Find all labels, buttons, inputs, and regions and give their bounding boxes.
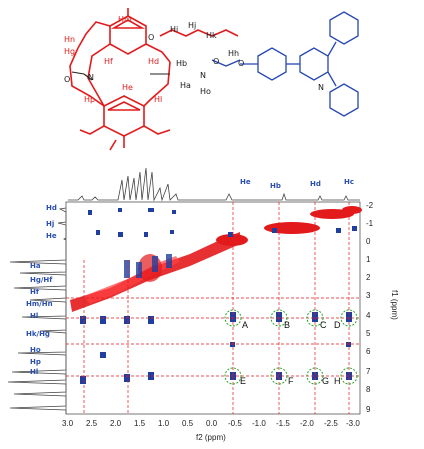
label-hi: Hi (170, 25, 178, 34)
x-axis: 3.0 2.5 2.0 1.5 1.0 0.5 0.0 -0.5 -1.0 -1… (62, 419, 360, 442)
cross-peak-f: F (288, 376, 294, 386)
left-header-hl: Hl (30, 368, 38, 376)
svg-text:O: O (213, 57, 219, 66)
x-axis-label: f2 (ppm) (196, 433, 226, 442)
left-header-he: He (46, 232, 57, 240)
label-hj: Hj (188, 21, 196, 30)
svg-text:N: N (88, 73, 94, 82)
x-tick: -2.5 (324, 419, 338, 428)
left-header-hm-hn: Hm/Hn (26, 300, 53, 308)
spectrum: A B C D E F G H He Hb Hd Hc Hd Hj He Ha … (7, 167, 399, 442)
cross-peak-c: C (320, 320, 327, 330)
cross-peak-g: G (322, 376, 329, 386)
label-hl: Hl (154, 95, 162, 104)
label-ho: Ho (200, 87, 211, 96)
svg-text:N: N (200, 71, 206, 80)
y-tick: 1 (366, 255, 371, 264)
molecule-structure: O N O N O O N Hm Hn Hg Hf Hd Hp He Hl Hi… (64, 8, 359, 151)
top-1d-trace (68, 167, 360, 202)
label-hb: Hb (176, 59, 187, 68)
svg-text:O: O (238, 59, 244, 68)
x-tick: -2.0 (300, 419, 314, 428)
cross-peak-d: D (334, 320, 341, 330)
x-tick: -0.5 (228, 419, 242, 428)
left-header-hf: Hf (30, 288, 40, 296)
guide-lines (66, 202, 360, 414)
left-header-hj: Hj (46, 220, 54, 228)
y-tick: 9 (366, 405, 371, 414)
label-ha: Ha (180, 81, 191, 90)
y-tick: -1 (366, 219, 374, 228)
highlight-circles (224, 309, 358, 385)
amide-core (71, 71, 170, 81)
label-hf: Hf (104, 57, 113, 66)
left-header-hg-hf: Hg/Hf (30, 276, 53, 284)
top-header-hb: Hb (270, 182, 281, 190)
y-tick: 5 (366, 329, 371, 338)
left-1d-trace (7, 207, 67, 414)
left-header-ho: Ho (30, 346, 41, 354)
label-hp: Hp (84, 95, 95, 104)
label-he: He (122, 83, 133, 92)
x-tick: 2.5 (86, 419, 98, 428)
y-tick: 6 (366, 347, 371, 356)
label-hk: Hk (206, 31, 217, 40)
svg-text:O: O (148, 33, 154, 42)
label-hd: Hd (148, 57, 159, 66)
left-header-ha: Ha (30, 262, 41, 270)
x-tick: 3.0 (62, 419, 74, 428)
x-tick: 0.5 (182, 419, 194, 428)
cross-peak-h: H (334, 376, 341, 386)
top-header-he: He (240, 178, 251, 186)
x-tick: -1.0 (252, 419, 266, 428)
left-header-hd: Hd (46, 204, 57, 212)
label-hg: Hg (64, 47, 75, 56)
left-header-hl-top: Hl (30, 312, 38, 320)
y-axis: -2 -1 0 1 2 3 4 5 6 7 8 9 f1 (ppm) (366, 201, 399, 414)
left-header-hp: Hp (30, 358, 41, 366)
top-header-hd: Hd (310, 180, 321, 188)
x-tick: -3.0 (346, 419, 360, 428)
y-tick: 7 (366, 367, 371, 376)
svg-text:N: N (318, 83, 324, 92)
cross-peak-e: E (240, 376, 246, 386)
top-header-hc: Hc (344, 178, 354, 186)
x-tick: -1.5 (276, 419, 290, 428)
y-tick: 2 (366, 273, 371, 282)
x-tick: 1.5 (134, 419, 146, 428)
y-tick: 3 (366, 291, 371, 300)
blue-cross-peaks (80, 208, 357, 384)
cross-peak-a: A (242, 320, 248, 330)
x-tick: 0.0 (206, 419, 218, 428)
left-headers: Hd Hj He Ha Hg/Hf Hf Hm/Hn Hl Hk/Hg Ho H… (26, 204, 57, 376)
label-hn: Hn (64, 35, 75, 44)
blue-terpyridine (211, 11, 359, 117)
red-macrocycle (69, 8, 239, 151)
x-tick: 2.0 (110, 419, 122, 428)
y-tick: 8 (366, 385, 371, 394)
label-hm: Hm (118, 15, 132, 24)
y-axis-label: f1 (ppm) (390, 290, 399, 320)
svg-text:O: O (64, 75, 70, 84)
red-cross-peaks (138, 206, 362, 282)
y-tick: 4 (366, 311, 371, 320)
left-header-hk-hg: Hk/Hg (26, 330, 50, 338)
cross-peak-b: B (284, 320, 290, 330)
x-tick: 1.0 (158, 419, 170, 428)
y-tick: 0 (366, 237, 371, 246)
label-hh: Hh (228, 49, 239, 58)
y-tick: -2 (366, 201, 374, 210)
plot-frame (65, 201, 361, 415)
